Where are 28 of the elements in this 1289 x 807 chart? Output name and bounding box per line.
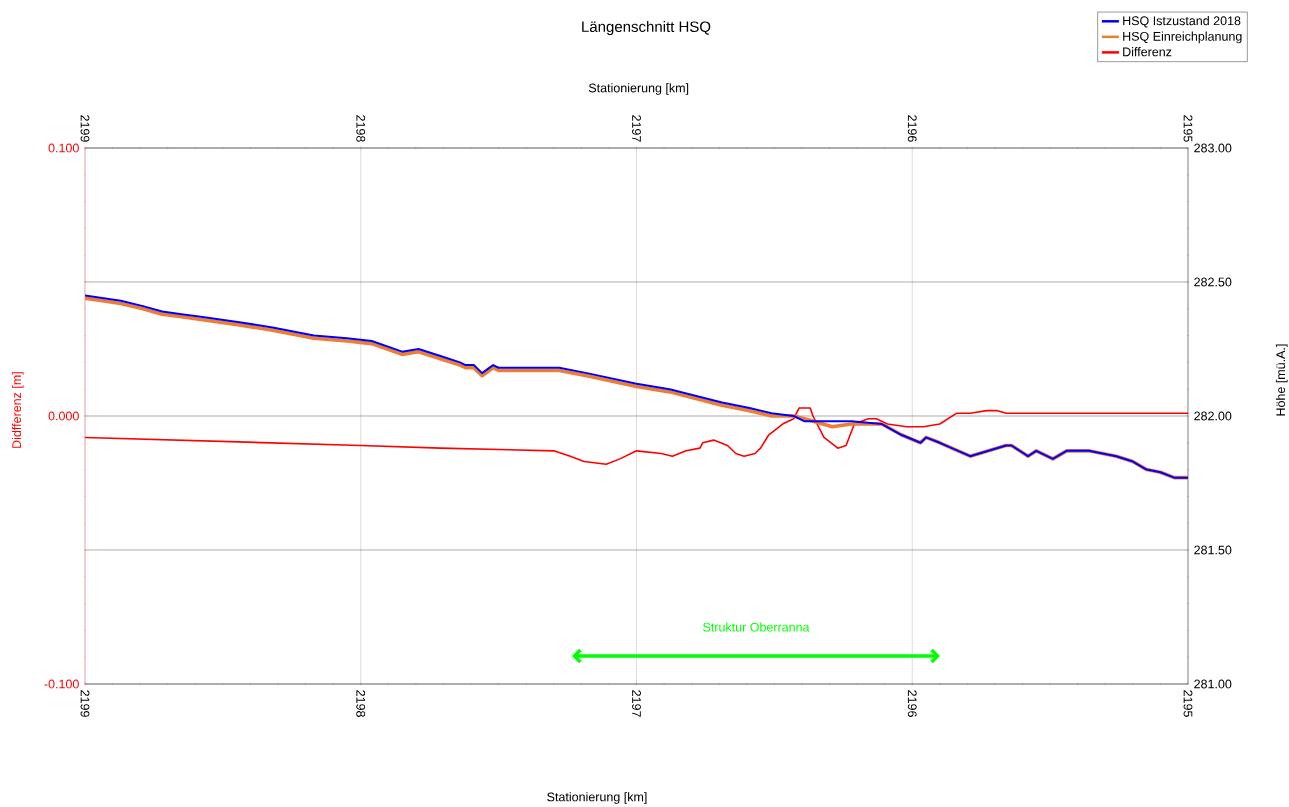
- legend-label: HSQ Einreichplanung: [1123, 31, 1242, 44]
- y2-tick-label: 283.00: [1194, 143, 1232, 153]
- y2-tick-label: 281.50: [1194, 545, 1232, 555]
- x-tick-label: 2195: [1183, 115, 1193, 142]
- x2-tick-label: 2199: [80, 690, 90, 717]
- legend-label: HSQ Istzustand 2018: [1123, 16, 1241, 28]
- text: Stationierung [km]: [547, 792, 647, 804]
- x-tick-label: 2199: [80, 115, 90, 142]
- x-tick-label: 2198: [356, 115, 366, 142]
- x2-tick-label: 2195: [1183, 690, 1193, 717]
- y-axis-title: Didfferenz [m]: [11, 372, 24, 448]
- line-series: [84, 407, 1188, 466]
- legend-label: Differenz: [1123, 47, 1172, 57]
- x-tick-label: 2196: [907, 115, 917, 142]
- annotation: Struktur Oberranna: [703, 622, 810, 632]
- y-tick-label: 0.000: [48, 411, 79, 421]
- chart-title: Längenschnitt HSQ: [582, 20, 711, 35]
- y-tick-label: 0.100: [48, 143, 79, 153]
- y2-tick-label: 281.00: [1194, 679, 1232, 689]
- x2-tick-label: 2197: [632, 690, 641, 717]
- x-tick-label: 2197: [632, 115, 641, 142]
- x2-tick-label: 2198: [356, 690, 366, 717]
- y2-tick-label: 282.00: [1194, 411, 1232, 421]
- y2-tick-label: 282.50: [1194, 277, 1232, 287]
- x2-axis-title: Stationierung [km]: [588, 83, 689, 95]
- y-tick-label: -0.100: [44, 679, 79, 689]
- x2-tick-label: 2196: [907, 690, 917, 717]
- y2-axis-title: Höhe [mü.A.]: [1275, 344, 1288, 416]
